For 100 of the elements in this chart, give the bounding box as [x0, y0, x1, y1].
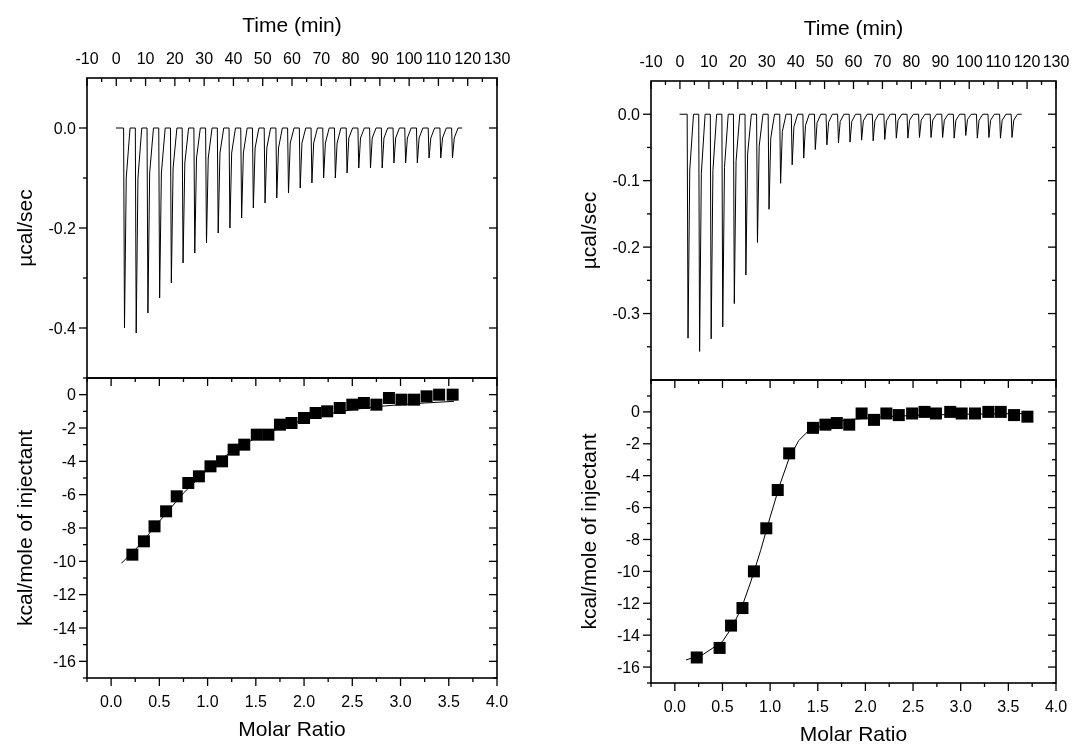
- x-tick-label: 0: [111, 50, 121, 67]
- y-axis-title: µcal/sec: [12, 189, 36, 267]
- point: [819, 418, 832, 431]
- x-tick-label: 120: [454, 50, 482, 67]
- x-tick-label: 40: [786, 53, 805, 70]
- point: [867, 413, 880, 426]
- x-tick-label: 2.5: [341, 693, 364, 710]
- x-tick-label: 0.0: [99, 693, 123, 710]
- point: [433, 388, 446, 401]
- x-tick-label: 100: [955, 53, 983, 70]
- y-tick-label: -10: [616, 562, 641, 580]
- y-axis-title: kcal/mole of injectant: [576, 433, 600, 630]
- y-tick-label: -10: [52, 552, 77, 570]
- y-tick-label: -12: [616, 594, 641, 612]
- x-tick-label: 3.5: [997, 698, 1020, 715]
- y-tick-label: -8: [61, 519, 77, 537]
- x-tick-label: 3.0: [949, 698, 972, 715]
- x-tick-label: 1.5: [244, 693, 268, 710]
- point: [333, 402, 346, 414]
- point: [420, 390, 433, 403]
- y-axis-title: kcal/mole of injectant: [12, 429, 36, 627]
- y-tick-label: -6: [61, 486, 77, 504]
- x-tick-label: 0.5: [148, 693, 171, 710]
- x-tick-label: 3.0: [389, 693, 412, 710]
- x-tick-label: 2.5: [901, 698, 925, 715]
- x-tick-label: 4.0: [485, 693, 509, 710]
- x-tick-label: 50: [815, 53, 834, 70]
- x-tick-label: 1.0: [196, 693, 219, 710]
- y-tick-label: -0.4: [48, 319, 77, 337]
- x-tick-label: 1.0: [758, 698, 782, 715]
- point: [395, 393, 408, 406]
- point: [944, 405, 957, 418]
- point: [955, 407, 968, 420]
- y-tick-label: -0.2: [612, 238, 641, 256]
- x-tick-label: 30: [195, 50, 214, 67]
- x-axis-title: Time (min): [803, 16, 904, 39]
- x-tick-label: 3.5: [437, 693, 460, 710]
- y-tick-label: -2: [61, 419, 77, 437]
- line-series: [115, 127, 463, 334]
- x-tick-label: 60: [283, 50, 301, 67]
- x-tick-label: 20: [165, 50, 184, 67]
- point: [994, 405, 1007, 418]
- x-tick-label: 80: [341, 50, 360, 67]
- x-tick-label: 0.5: [711, 698, 734, 715]
- point: [321, 405, 334, 418]
- x-axis-title: Molar Ratio: [238, 717, 346, 740]
- x-tick-label: -10: [75, 50, 99, 67]
- y-tick-label: -14: [616, 626, 641, 644]
- y-tick-label: -4: [625, 467, 641, 485]
- y-tick-label: -8: [625, 530, 641, 548]
- point: [1008, 409, 1021, 422]
- x-tick-label: 70: [312, 50, 331, 67]
- x-tick-label: 2.0: [854, 698, 877, 715]
- point: [713, 641, 726, 654]
- x-tick-label: 10: [136, 50, 155, 67]
- x-tick-label: -10: [639, 53, 663, 70]
- x-axis-title: Time (min): [242, 13, 342, 36]
- y-tick-label: -0.2: [48, 219, 77, 237]
- point: [880, 407, 893, 420]
- x-tick-label: 120: [1013, 53, 1041, 70]
- point: [1021, 410, 1034, 423]
- x-tick-label: 70: [873, 53, 892, 70]
- y-tick-label: -16: [616, 658, 641, 676]
- x-tick-label: 90: [931, 53, 950, 70]
- y-tick-label: -6: [625, 499, 641, 517]
- y-tick-label: 0: [631, 403, 641, 421]
- point: [906, 407, 919, 420]
- y-tick-label: -4: [61, 452, 77, 470]
- point: [446, 388, 459, 401]
- x-tick-label: 2.0: [292, 693, 316, 710]
- point: [370, 398, 383, 411]
- y-tick-label: 0: [67, 386, 77, 404]
- x-tick-label: 0.0: [663, 698, 687, 715]
- y-axis-title: µcal/sec: [576, 191, 600, 270]
- point: [298, 412, 311, 424]
- point: [357, 397, 370, 409]
- x-tick-label: 20: [728, 53, 747, 70]
- y-tick-label: 0.0: [617, 105, 641, 123]
- x-tick-label: 110: [985, 53, 1011, 70]
- x-tick-label: 1.5: [806, 698, 829, 715]
- y-tick-label: -16: [52, 652, 77, 670]
- y-tick-label: -0.1: [612, 172, 641, 190]
- x-tick-label: 100: [395, 50, 423, 67]
- y-tick-label: -0.3: [612, 305, 641, 323]
- x-tick-label: 4.0: [1044, 698, 1068, 715]
- x-tick-label: 90: [370, 50, 389, 67]
- x-axis-title: Molar Ratio: [799, 722, 908, 745]
- x-tick-label: 110: [425, 50, 452, 67]
- y-tick-label: -14: [52, 619, 77, 637]
- point: [170, 490, 183, 503]
- y-tick-label: -12: [52, 586, 77, 604]
- point: [843, 418, 856, 431]
- x-tick-label: 50: [253, 50, 272, 67]
- line-series: [679, 113, 1022, 352]
- x-tick-label: 60: [844, 53, 863, 70]
- point: [855, 407, 868, 420]
- x-tick-label: 40: [224, 50, 243, 67]
- x-tick-label: 10: [699, 53, 718, 70]
- point: [382, 392, 395, 404]
- x-tick-label: 80: [902, 53, 921, 70]
